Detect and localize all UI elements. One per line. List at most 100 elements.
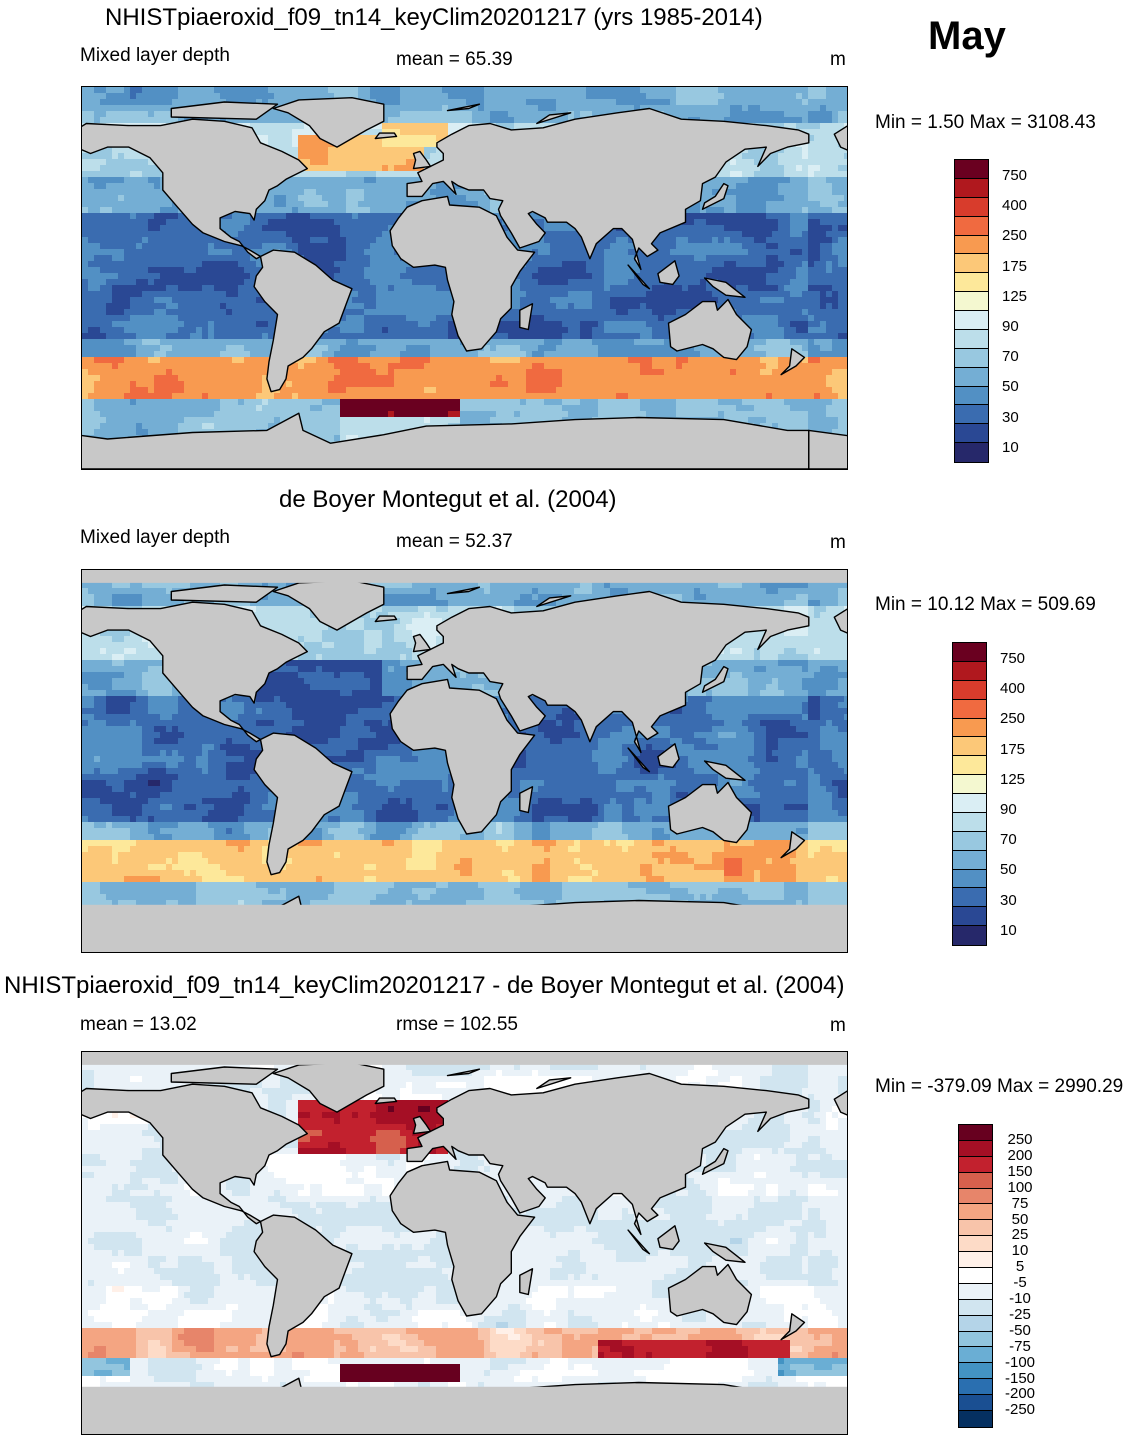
land-polygon xyxy=(170,584,279,603)
colorbar-tick-label: 25 xyxy=(1000,1226,1040,1243)
colorbar-swatch xyxy=(959,1268,992,1284)
panel1-units-label: m xyxy=(830,49,846,71)
colorbar-tick-label: 125 xyxy=(1000,771,1025,788)
land-polygon xyxy=(82,1083,309,1225)
colorbar-tick-label: 250 xyxy=(1002,227,1027,244)
land-polygon xyxy=(519,786,534,814)
colorbar-swatch xyxy=(959,1140,992,1157)
land-polygon xyxy=(667,298,753,361)
colorbar-swatch xyxy=(959,1331,992,1348)
colorbar-tick-label: 150 xyxy=(1000,1163,1040,1180)
colorbar-swatch xyxy=(953,888,986,908)
colorbar-tick-label: -150 xyxy=(1000,1370,1040,1387)
colorbar-swatch xyxy=(953,737,986,757)
land-polygon xyxy=(406,1072,810,1236)
colorbar-tick-label: 10 xyxy=(1000,1242,1040,1259)
colorbar-tick-label: -250 xyxy=(1000,1401,1040,1418)
colorbar-swatch xyxy=(959,1220,992,1237)
colorbar-swatch xyxy=(955,405,988,425)
panel1-minmax-label: Min = 1.50 Max = 3108.43 xyxy=(875,112,1096,134)
land-polygon xyxy=(536,595,572,608)
panel1-title: NHISTpiaeroxid_f09_tn14_keyClim20201217 … xyxy=(105,4,763,32)
colorbar-tick-label: 125 xyxy=(1002,288,1027,305)
colorbar-swatch xyxy=(959,1125,992,1141)
land-polygon xyxy=(833,125,847,151)
land-polygon xyxy=(627,264,651,290)
colorbar-swatch xyxy=(955,311,988,330)
panel1-mean-label: mean = 65.39 xyxy=(396,49,513,71)
colorbar-swatch xyxy=(953,680,986,700)
colorbar-swatch xyxy=(955,292,988,311)
colorbar-swatch xyxy=(953,850,986,870)
panel3-minmax-label: Min = -379.09 Max = 2990.29 xyxy=(875,1076,1123,1098)
land-polygon xyxy=(374,1097,398,1105)
land-polygon xyxy=(446,586,481,595)
land-polygon xyxy=(627,747,651,773)
colorbar-tick-label: -10 xyxy=(1000,1290,1040,1307)
panel2-minmax-label: Min = 10.12 Max = 509.69 xyxy=(875,594,1096,616)
land-polygon xyxy=(808,429,847,469)
colorbar-tick-label: -25 xyxy=(1000,1306,1040,1323)
colorbar-swatch xyxy=(959,1252,992,1269)
land-polygon xyxy=(703,760,746,782)
colorbar-swatch xyxy=(959,1411,992,1427)
colorbar-swatch xyxy=(953,661,986,681)
panel3-title: NHISTpiaeroxid_f09_tn14_keyClim20201217 … xyxy=(4,972,845,1000)
colorbar-swatch xyxy=(955,235,988,255)
colorbar-swatch xyxy=(955,424,988,444)
land-polygon xyxy=(780,348,806,376)
colorbar-swatch xyxy=(953,831,986,851)
land-polygon xyxy=(536,1077,572,1090)
land-polygon xyxy=(780,831,806,859)
colorbar-tick-label: 175 xyxy=(1000,741,1025,758)
colorbar-tick-label: 750 xyxy=(1000,650,1025,667)
land-polygon xyxy=(703,1242,746,1264)
colorbar-tick-label: 250 xyxy=(1000,710,1025,727)
colorbar-swatch xyxy=(953,869,986,889)
colorbar-tick-label: 10 xyxy=(1002,439,1019,456)
panel2-colorbar xyxy=(952,642,987,946)
colorbar-swatch xyxy=(955,254,988,274)
land-polygon xyxy=(412,1115,432,1135)
colorbar-swatch xyxy=(959,1188,992,1205)
missing-data-mask xyxy=(82,1052,847,1434)
colorbar-tick-label: 90 xyxy=(1000,801,1017,818)
colorbar-swatch xyxy=(959,1204,992,1221)
colorbar-swatch xyxy=(955,216,988,236)
colorbar-swatch xyxy=(955,160,988,179)
colorbar-swatch xyxy=(959,1363,992,1380)
land-polygon xyxy=(701,665,729,694)
colorbar-swatch xyxy=(959,1395,992,1412)
land-polygon xyxy=(780,1313,806,1341)
land-polygon xyxy=(406,107,810,271)
colorbar-swatch xyxy=(953,794,986,813)
colorbar-swatch xyxy=(953,926,986,945)
colorbar-swatch xyxy=(959,1156,992,1173)
colorbar-swatch xyxy=(959,1236,992,1253)
land-polygon xyxy=(412,150,432,170)
map-svg xyxy=(82,570,847,952)
colorbar-tick-label: 75 xyxy=(1000,1195,1040,1212)
land-polygon xyxy=(82,118,309,260)
land-polygon xyxy=(701,1147,729,1176)
panel3-units-label: m xyxy=(830,1015,846,1037)
colorbar-tick-label: 200 xyxy=(1000,1147,1040,1164)
colorbar-swatch xyxy=(955,329,988,349)
colorbar-tick-label: 5 xyxy=(1000,1258,1040,1275)
colorbar-tick-label: -75 xyxy=(1000,1338,1040,1355)
land-polygon xyxy=(667,1263,753,1326)
colorbar-swatch xyxy=(955,367,988,387)
colorbar-swatch xyxy=(959,1347,992,1364)
land-polygon xyxy=(833,1090,847,1116)
land-polygon xyxy=(170,1066,279,1085)
land-polygon xyxy=(272,96,385,148)
colorbar-swatch xyxy=(955,178,988,198)
land-polygon xyxy=(374,132,398,140)
colorbar-tick-label: 400 xyxy=(1000,680,1025,697)
map-svg xyxy=(82,87,847,469)
panel2-mean-label: mean = 52.37 xyxy=(396,531,513,553)
colorbar-tick-label: 250 xyxy=(1000,1131,1040,1148)
panel2-title: de Boyer Montegut et al. (2004) xyxy=(279,486,617,514)
colorbar-swatch xyxy=(959,1315,992,1332)
land-polygon xyxy=(412,633,432,653)
